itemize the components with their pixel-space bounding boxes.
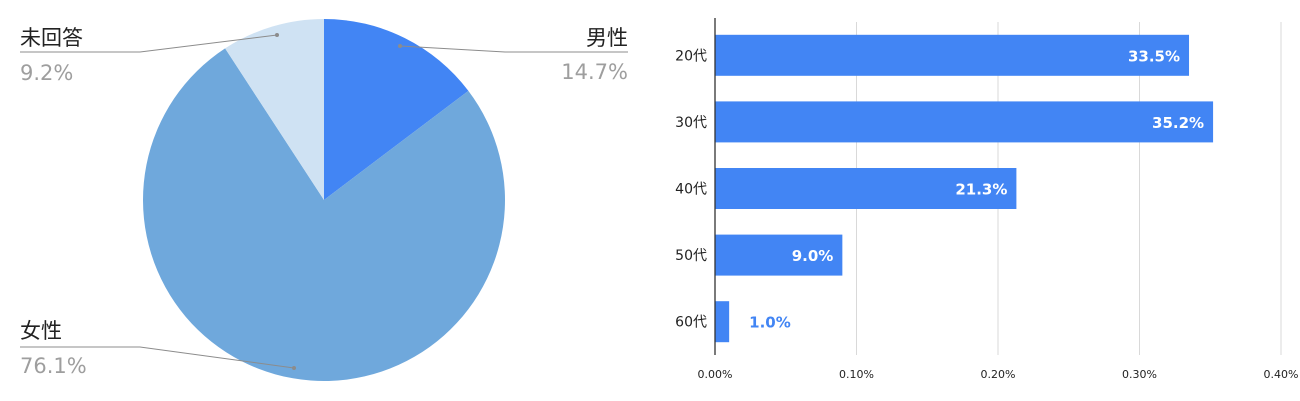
pie-slice-label: 未回答 — [20, 26, 83, 50]
pie-leader-line — [20, 346, 295, 369]
bar — [715, 301, 730, 343]
bar-value-label: 21.3% — [955, 181, 1007, 199]
category-label: 50代 — [675, 248, 707, 264]
gender-pie-chart: 男性 14.7% 女性 76.1% 未回答 9.2% — [20, 19, 628, 382]
bar-value-label: 33.5% — [1128, 47, 1180, 65]
pie-slice-value: 76.1% — [20, 354, 87, 378]
x-tick-label: 0.00% — [698, 368, 733, 381]
pie-slice-value: 14.7% — [561, 60, 628, 84]
category-label: 60代 — [675, 315, 707, 331]
pie-leader-line — [399, 45, 628, 53]
age-bar-chart: 0.00% 0.10% 0.20% 0.30% 0.40% 20代 33.5% 30代 35.2… — [675, 18, 1299, 381]
x-tick-label: 0.20% — [981, 368, 1016, 381]
bar — [715, 168, 1017, 209]
pie-slice — [225, 19, 324, 200]
pie-slice-label: 男性 — [586, 26, 628, 50]
pie-slice-label: 女性 — [20, 319, 62, 343]
category-label: 40代 — [675, 182, 707, 198]
bar-value-label: 35.2% — [1152, 114, 1204, 132]
pie-leader-dot — [275, 33, 279, 37]
x-tick-label: 0.40% — [1264, 368, 1299, 381]
bar-value-label: 9.0% — [792, 247, 834, 265]
bar — [715, 234, 843, 276]
x-tick-label: 0.30% — [1122, 368, 1157, 381]
pie-slice — [324, 19, 469, 200]
pie-leader-line — [20, 34, 278, 53]
pie-leader-dot — [292, 366, 296, 370]
category-label: 20代 — [675, 48, 707, 64]
pie-leader-dot — [398, 44, 402, 48]
bar — [715, 101, 1214, 143]
pie-slice-value: 9.2% — [20, 61, 73, 85]
category-label: 30代 — [675, 115, 707, 131]
bar — [715, 34, 1190, 76]
x-tick-label: 0.10% — [839, 368, 874, 381]
pie-slice — [142, 48, 505, 382]
bar-value-label: 1.0% — [749, 314, 791, 332]
